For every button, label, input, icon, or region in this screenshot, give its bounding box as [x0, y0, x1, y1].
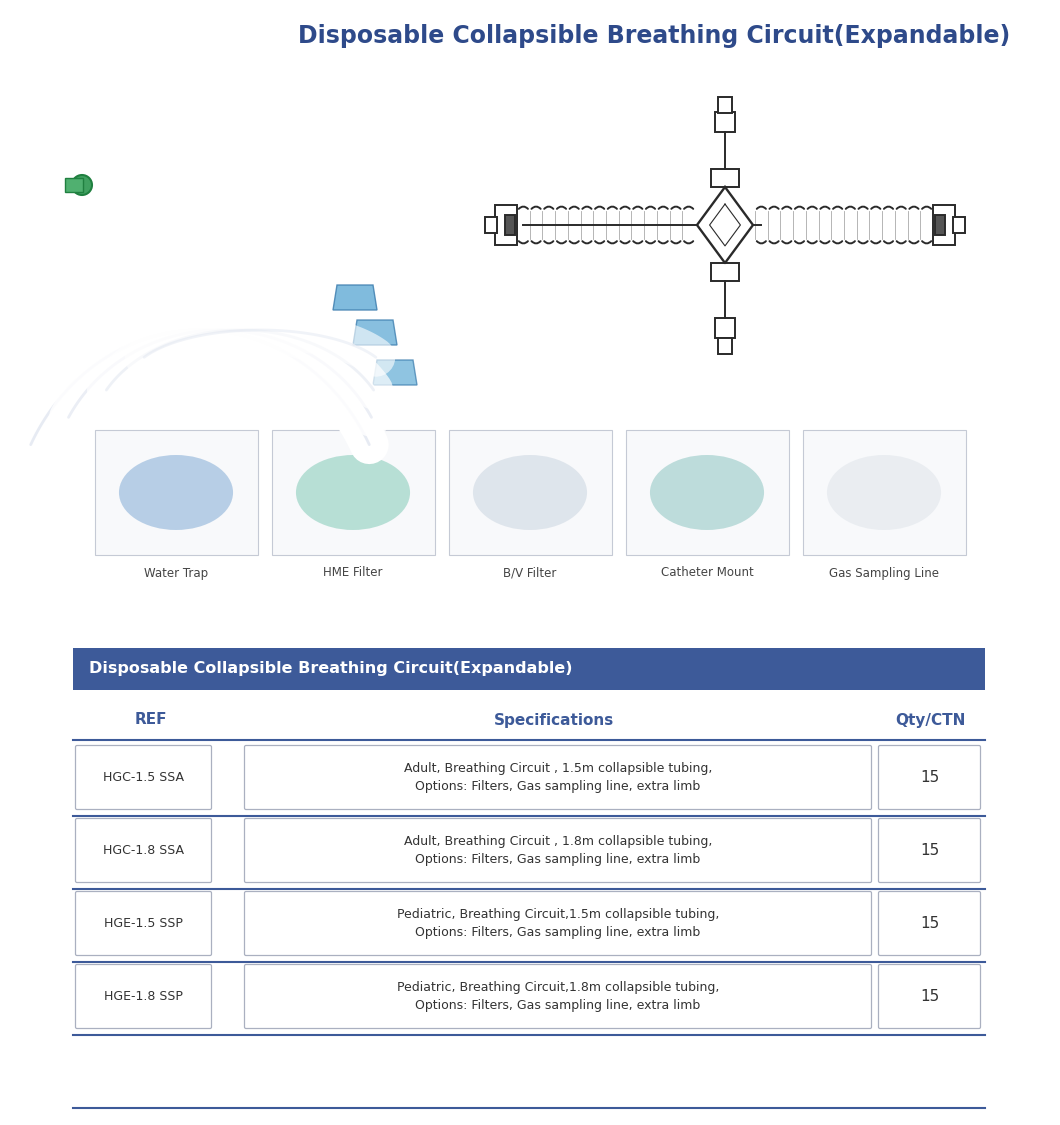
Polygon shape [373, 360, 417, 385]
Text: HGC-1.5 SSA: HGC-1.5 SSA [103, 771, 184, 784]
Bar [718, 338, 732, 354]
Text: 15: 15 [920, 843, 939, 858]
Ellipse shape [650, 455, 764, 530]
Ellipse shape [827, 455, 941, 530]
Bar [933, 205, 955, 245]
Text: Options: Filters, Gas sampling line, extra limb: Options: Filters, Gas sampling line, ext… [416, 853, 701, 866]
Text: HGC-1.8 SSA: HGC-1.8 SSA [103, 844, 184, 857]
Bar [73, 648, 985, 690]
Text: Options: Filters, Gas sampling line, extra limb: Options: Filters, Gas sampling line, ext… [416, 999, 701, 1012]
Bar [448, 430, 612, 555]
Bar [505, 215, 515, 235]
Bar [716, 318, 735, 337]
Text: REF: REF [135, 712, 166, 728]
Text: HME Filter: HME Filter [323, 567, 383, 579]
Bar [485, 217, 497, 233]
Text: Gas Sampling Line: Gas Sampling Line [829, 567, 939, 579]
Text: Specifications: Specifications [494, 712, 614, 728]
Text: HGE-1.5 SSP: HGE-1.5 SSP [104, 917, 183, 930]
Bar [65, 178, 83, 192]
Text: Disposable Collapsible Breathing Circuit(Expandable): Disposable Collapsible Breathing Circuit… [89, 662, 572, 676]
Text: Catheter Mount: Catheter Mount [660, 567, 754, 579]
Ellipse shape [296, 455, 410, 530]
Text: B/V Filter: B/V Filter [504, 567, 556, 579]
Text: Qty/CTN: Qty/CTN [895, 712, 966, 728]
Text: HGE-1.8 SSP: HGE-1.8 SSP [104, 990, 183, 1004]
Polygon shape [353, 319, 398, 345]
Circle shape [72, 176, 92, 195]
Ellipse shape [119, 455, 233, 530]
Bar [711, 169, 739, 187]
Text: Pediatric, Breathing Circuit,1.8m collapsible tubing,: Pediatric, Breathing Circuit,1.8m collap… [396, 981, 719, 994]
Bar [271, 430, 435, 555]
Text: 15: 15 [920, 770, 939, 785]
Text: 15: 15 [920, 989, 939, 1004]
Bar [625, 430, 789, 555]
Polygon shape [333, 285, 377, 310]
Bar [718, 97, 732, 112]
Bar [94, 430, 258, 555]
Text: Disposable Collapsible Breathing Circuit(Expandable): Disposable Collapsible Breathing Circuit… [298, 24, 1010, 48]
Text: Options: Filters, Gas sampling line, extra limb: Options: Filters, Gas sampling line, ext… [416, 780, 701, 793]
Bar [935, 215, 946, 235]
Bar [953, 217, 965, 233]
Bar [711, 263, 739, 281]
Text: Options: Filters, Gas sampling line, extra limb: Options: Filters, Gas sampling line, ext… [416, 926, 701, 939]
Text: 15: 15 [920, 916, 939, 931]
Text: Pediatric, Breathing Circuit,1.5m collapsible tubing,: Pediatric, Breathing Circuit,1.5m collap… [396, 908, 719, 921]
Bar [495, 205, 517, 245]
Text: Water Trap: Water Trap [144, 567, 208, 579]
Bar [802, 430, 966, 555]
Text: Adult, Breathing Circuit , 1.5m collapsible tubing,: Adult, Breathing Circuit , 1.5m collapsi… [404, 762, 712, 775]
Bar [716, 112, 735, 132]
Text: Adult, Breathing Circuit , 1.8m collapsible tubing,: Adult, Breathing Circuit , 1.8m collapsi… [404, 835, 712, 848]
Ellipse shape [473, 455, 587, 530]
